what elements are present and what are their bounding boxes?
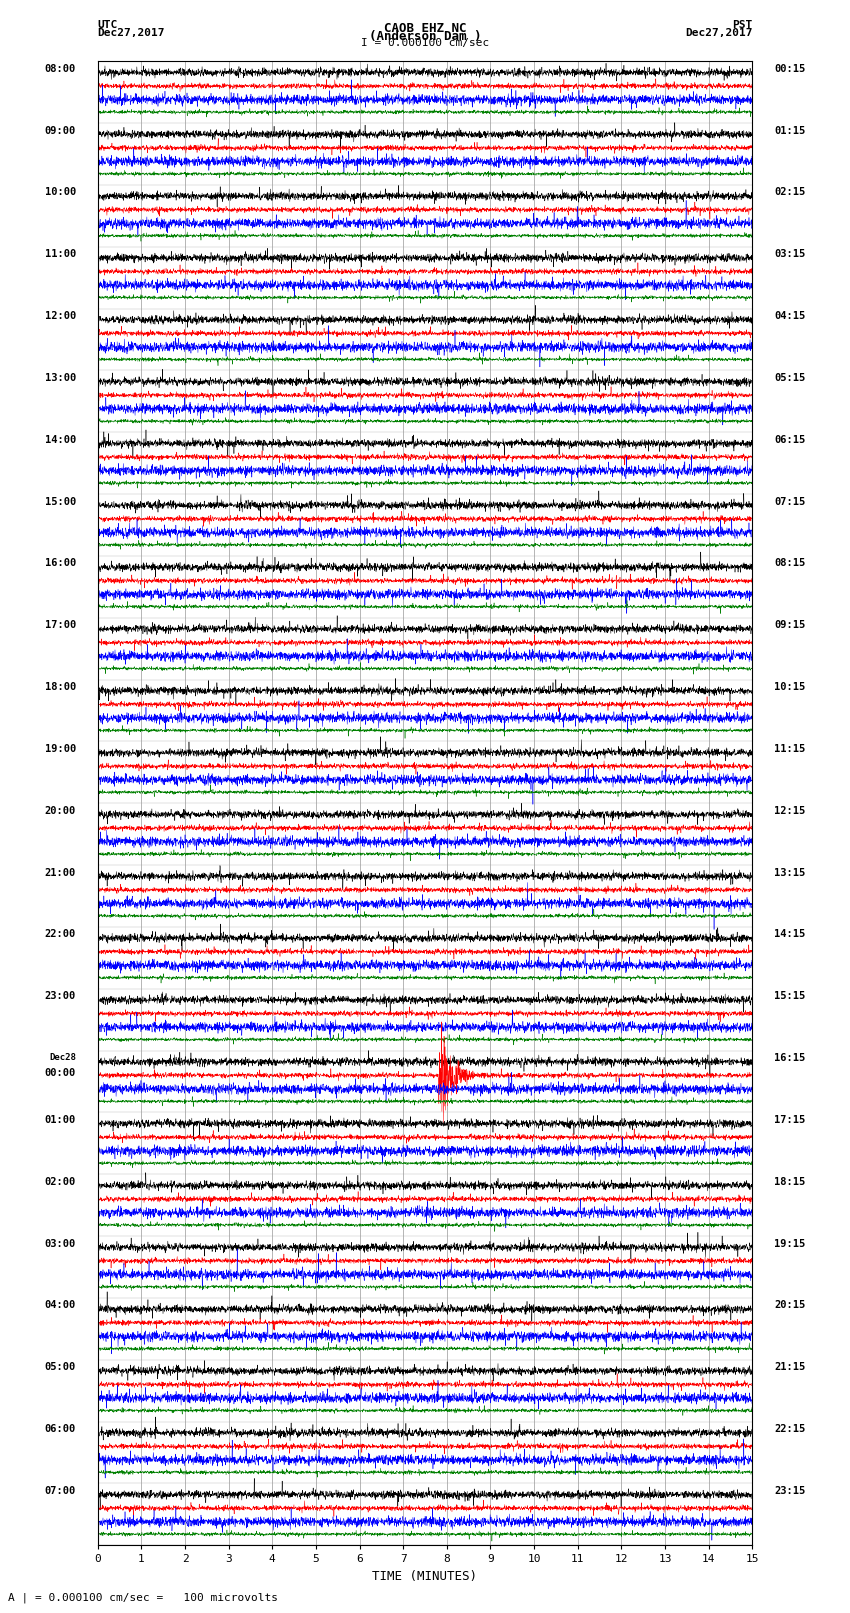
Text: 12:00: 12:00 (45, 311, 76, 321)
Text: 10:00: 10:00 (45, 187, 76, 197)
Text: I = 0.000100 cm/sec: I = 0.000100 cm/sec (361, 37, 489, 48)
Text: 03:15: 03:15 (774, 250, 805, 260)
Text: 01:00: 01:00 (45, 1115, 76, 1124)
Text: 23:00: 23:00 (45, 992, 76, 1002)
Text: UTC: UTC (98, 19, 118, 31)
Text: Dec27,2017: Dec27,2017 (685, 29, 752, 39)
Text: 14:15: 14:15 (774, 929, 805, 939)
Text: 11:00: 11:00 (45, 250, 76, 260)
Text: 10:15: 10:15 (774, 682, 805, 692)
Text: 08:15: 08:15 (774, 558, 805, 568)
Text: 07:15: 07:15 (774, 497, 805, 506)
Text: 06:00: 06:00 (45, 1424, 76, 1434)
Text: 13:15: 13:15 (774, 868, 805, 877)
Text: 01:15: 01:15 (774, 126, 805, 135)
Text: 23:15: 23:15 (774, 1486, 805, 1495)
Text: 05:15: 05:15 (774, 373, 805, 382)
Text: 08:00: 08:00 (45, 65, 76, 74)
Text: 19:15: 19:15 (774, 1239, 805, 1248)
Text: 16:15: 16:15 (774, 1053, 805, 1063)
Text: PST: PST (732, 19, 752, 31)
X-axis label: TIME (MINUTES): TIME (MINUTES) (372, 1569, 478, 1582)
Text: 14:00: 14:00 (45, 436, 76, 445)
Text: 09:00: 09:00 (45, 126, 76, 135)
Text: A | = 0.000100 cm/sec =   100 microvolts: A | = 0.000100 cm/sec = 100 microvolts (8, 1592, 279, 1603)
Text: 13:00: 13:00 (45, 373, 76, 382)
Text: 19:00: 19:00 (45, 744, 76, 753)
Text: 22:15: 22:15 (774, 1424, 805, 1434)
Text: 03:00: 03:00 (45, 1239, 76, 1248)
Text: (Anderson Dam ): (Anderson Dam ) (369, 31, 481, 44)
Text: 18:00: 18:00 (45, 682, 76, 692)
Text: 04:00: 04:00 (45, 1300, 76, 1310)
Text: 15:00: 15:00 (45, 497, 76, 506)
Text: 05:00: 05:00 (45, 1363, 76, 1373)
Text: 11:15: 11:15 (774, 744, 805, 753)
Text: 12:15: 12:15 (774, 806, 805, 816)
Text: 02:15: 02:15 (774, 187, 805, 197)
Text: 20:15: 20:15 (774, 1300, 805, 1310)
Text: 22:00: 22:00 (45, 929, 76, 939)
Text: 00:15: 00:15 (774, 65, 805, 74)
Text: 16:00: 16:00 (45, 558, 76, 568)
Text: 17:15: 17:15 (774, 1115, 805, 1124)
Text: 02:00: 02:00 (45, 1177, 76, 1187)
Text: 15:15: 15:15 (774, 992, 805, 1002)
Text: CAOB EHZ NC: CAOB EHZ NC (383, 23, 467, 35)
Text: 04:15: 04:15 (774, 311, 805, 321)
Text: 18:15: 18:15 (774, 1177, 805, 1187)
Text: 07:00: 07:00 (45, 1486, 76, 1495)
Text: Dec27,2017: Dec27,2017 (98, 29, 165, 39)
Text: 17:00: 17:00 (45, 621, 76, 631)
Text: 20:00: 20:00 (45, 806, 76, 816)
Text: 06:15: 06:15 (774, 436, 805, 445)
Text: 09:15: 09:15 (774, 621, 805, 631)
Text: Dec28: Dec28 (49, 1053, 76, 1061)
Text: 21:00: 21:00 (45, 868, 76, 877)
Text: 00:00: 00:00 (45, 1068, 76, 1077)
Text: 21:15: 21:15 (774, 1363, 805, 1373)
